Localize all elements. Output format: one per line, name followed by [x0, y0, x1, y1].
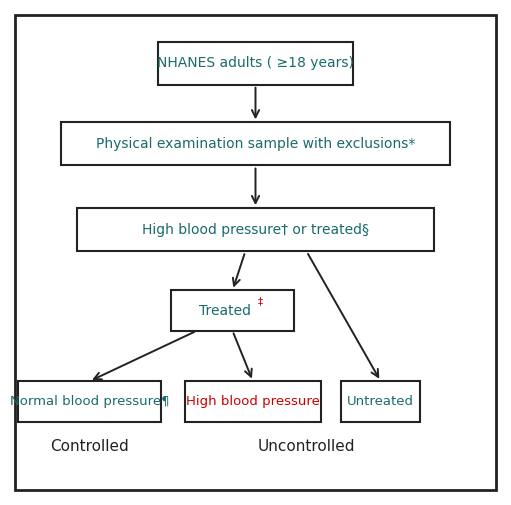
- Bar: [77, 208, 434, 251]
- Text: High blood pressure: High blood pressure: [186, 395, 320, 408]
- Text: Controlled: Controlled: [50, 439, 129, 455]
- Text: NHANES adults ( ≥18 years): NHANES adults ( ≥18 years): [157, 56, 354, 70]
- Text: ‡: ‡: [258, 296, 263, 307]
- Bar: [171, 290, 294, 331]
- Text: Untreated: Untreated: [347, 395, 414, 408]
- Text: High blood pressure† or treated§: High blood pressure† or treated§: [142, 223, 369, 237]
- Bar: [61, 122, 450, 166]
- Bar: [185, 381, 321, 422]
- Text: Treated: Treated: [199, 304, 251, 318]
- Bar: [158, 42, 353, 84]
- Text: Physical examination sample with exclusions*: Physical examination sample with exclusi…: [96, 137, 415, 151]
- Text: Normal blood pressure¶: Normal blood pressure¶: [10, 395, 169, 408]
- Bar: [341, 381, 421, 422]
- Bar: [18, 381, 161, 422]
- Text: Uncontrolled: Uncontrolled: [258, 439, 355, 455]
